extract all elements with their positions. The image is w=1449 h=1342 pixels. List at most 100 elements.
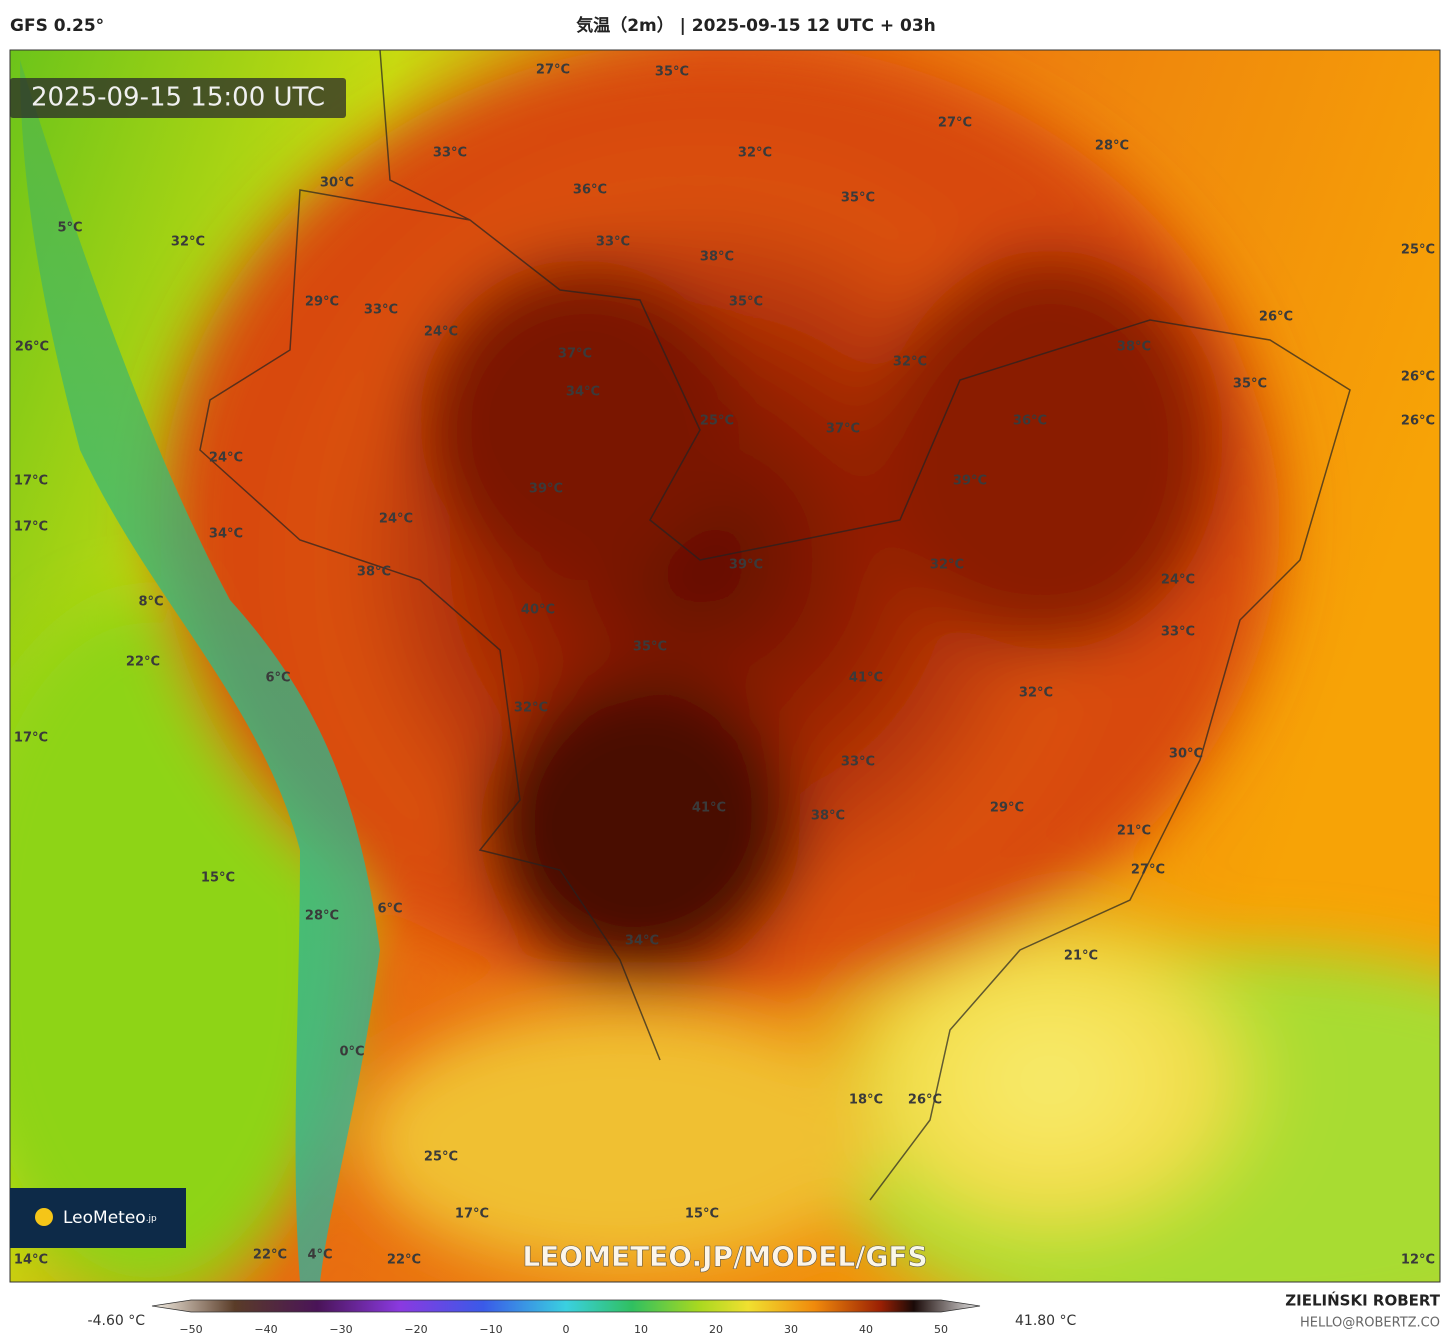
author: ZIELIŃSKI ROBERT [1285,1291,1440,1310]
temperature-label: 22°C [126,655,160,670]
temperature-label: 24°C [379,512,413,527]
logo-suffix: .jp [146,1214,157,1224]
temperature-label: 41°C [849,671,883,686]
temperature-label: 14°C [14,1253,48,1268]
temperature-label: 15°C [201,871,235,886]
temperature-label: 40°C [521,603,555,618]
temperature-label: 24°C [209,451,243,466]
logo-name: LeoMeteo [63,1208,146,1228]
temperature-label: 34°C [625,934,659,949]
colorbar-tick-label: −40 [254,1323,277,1336]
temperature-label: 12°C [1401,1253,1435,1268]
temperature-label: 32°C [514,701,548,716]
temperature-label: 25°C [700,414,734,429]
map-title: 気温（2m） | 2025-09-15 12 UTC + 03h [575,15,936,36]
temperature-label: 33°C [364,303,398,318]
temperature-label: 28°C [1095,139,1129,154]
temperature-label: 25°C [424,1150,458,1165]
temperature-field [10,50,1440,1282]
temperature-label: 21°C [1064,949,1098,964]
temperature-label: 26°C [1401,370,1435,385]
temperature-label: 6°C [377,902,402,917]
map-labels: 27°C 35°C 27°C 28°C 33°C 32°C 30°C 36°C 35°C 5°C 3… [14,63,1435,1268]
map-frame [9,49,1441,1283]
temperature-label: 6°C [265,671,290,686]
colorbar-max: 41.80 °C [1015,1313,1077,1329]
temperature-label: 17°C [455,1207,489,1222]
temperature-label: 26°C [1401,414,1435,429]
temperature-label: 28°C [305,909,339,924]
temperature-label: 30°C [320,176,354,191]
temperature-label: 33°C [1161,625,1195,640]
colorbar-tick-label: 30 [784,1323,798,1336]
temperature-label: 32°C [930,558,964,573]
temperature-label: 38°C [357,565,391,580]
colorbar-tick-label: 40 [859,1323,873,1336]
temperature-label: 18°C [849,1093,883,1108]
temperature-label: 37°C [558,347,592,362]
temperature-label: 35°C [841,191,875,206]
temperature-label: 39°C [729,558,763,573]
temperature-label: 39°C [953,474,987,489]
temperature-label: 25°C [1401,243,1435,258]
temperature-label: 27°C [938,116,972,131]
temperature-label: 5°C [57,221,82,236]
temperature-label: 17°C [14,731,48,746]
colorbar-tick-label: −50 [179,1323,202,1336]
temperature-label: 36°C [573,183,607,198]
temperature-label: 15°C [685,1207,719,1222]
colorbar-tick-label: −30 [329,1323,352,1336]
temperature-label: 29°C [305,295,339,310]
temperature-label: 35°C [655,65,689,80]
temperature-label: 33°C [596,235,630,250]
timestamp: 2025-09-15 15:00 UTC [31,83,325,113]
temperature-label: 17°C [14,520,48,535]
colorbar [151,1299,981,1313]
temperature-label: 29°C [990,801,1024,816]
temperature-label: 22°C [253,1248,287,1263]
temperature-label: 8°C [138,595,163,610]
temperature-label: 33°C [433,146,467,161]
temperature-label: 34°C [209,527,243,542]
temperature-label: 32°C [738,146,772,161]
temperature-label: 38°C [1117,340,1151,355]
timestamp-box [10,78,346,118]
colorbar-tick-label: −20 [404,1323,427,1336]
temperature-label: 32°C [1019,686,1053,701]
model-name: GFS 0.25° [10,16,104,36]
temperature-label: 35°C [729,295,763,310]
temperature-label: 39°C [529,482,563,497]
temperature-label: 41°C [692,801,726,816]
temperature-label: 24°C [424,325,458,340]
temperature-label: 38°C [700,250,734,265]
contact: HELLO@ROBERTZ.CO [1300,1316,1440,1331]
temperature-label: 24°C [1161,573,1195,588]
colorbar-tick-label: 50 [934,1323,948,1336]
logo-sun [35,1208,53,1226]
temperature-label: 27°C [536,63,570,78]
temperature-label: 26°C [15,340,49,355]
colorbar-tick-label: −10 [479,1323,502,1336]
temperature-label: 22°C [387,1253,421,1268]
colorbar-min: -4.60 °C [88,1313,146,1329]
colorbar-tick-label: 0 [563,1323,570,1336]
temperature-label: 26°C [1259,310,1293,325]
temperature-label: 38°C [811,809,845,824]
temperature-label: 17°C [14,474,48,489]
temperature-label: 27°C [1131,863,1165,878]
temperature-label: 26°C [908,1093,942,1108]
temperature-label: 32°C [171,235,205,250]
logo: LeoMeteo.jp [63,1208,157,1228]
temperature-label: 21°C [1117,824,1151,839]
temperature-label: 34°C [566,385,600,400]
watermark: LEOMETEO.JP/MODEL/GFS [522,1240,927,1273]
temperature-label: 37°C [826,422,860,437]
temperature-label: 4°C [307,1248,332,1263]
temperature-label: 35°C [1233,377,1267,392]
temperature-label: 36°C [1013,414,1047,429]
temperature-label: 30°C [1169,747,1203,762]
temperature-label: 35°C [633,640,667,655]
temperature-label: 32°C [893,355,927,370]
